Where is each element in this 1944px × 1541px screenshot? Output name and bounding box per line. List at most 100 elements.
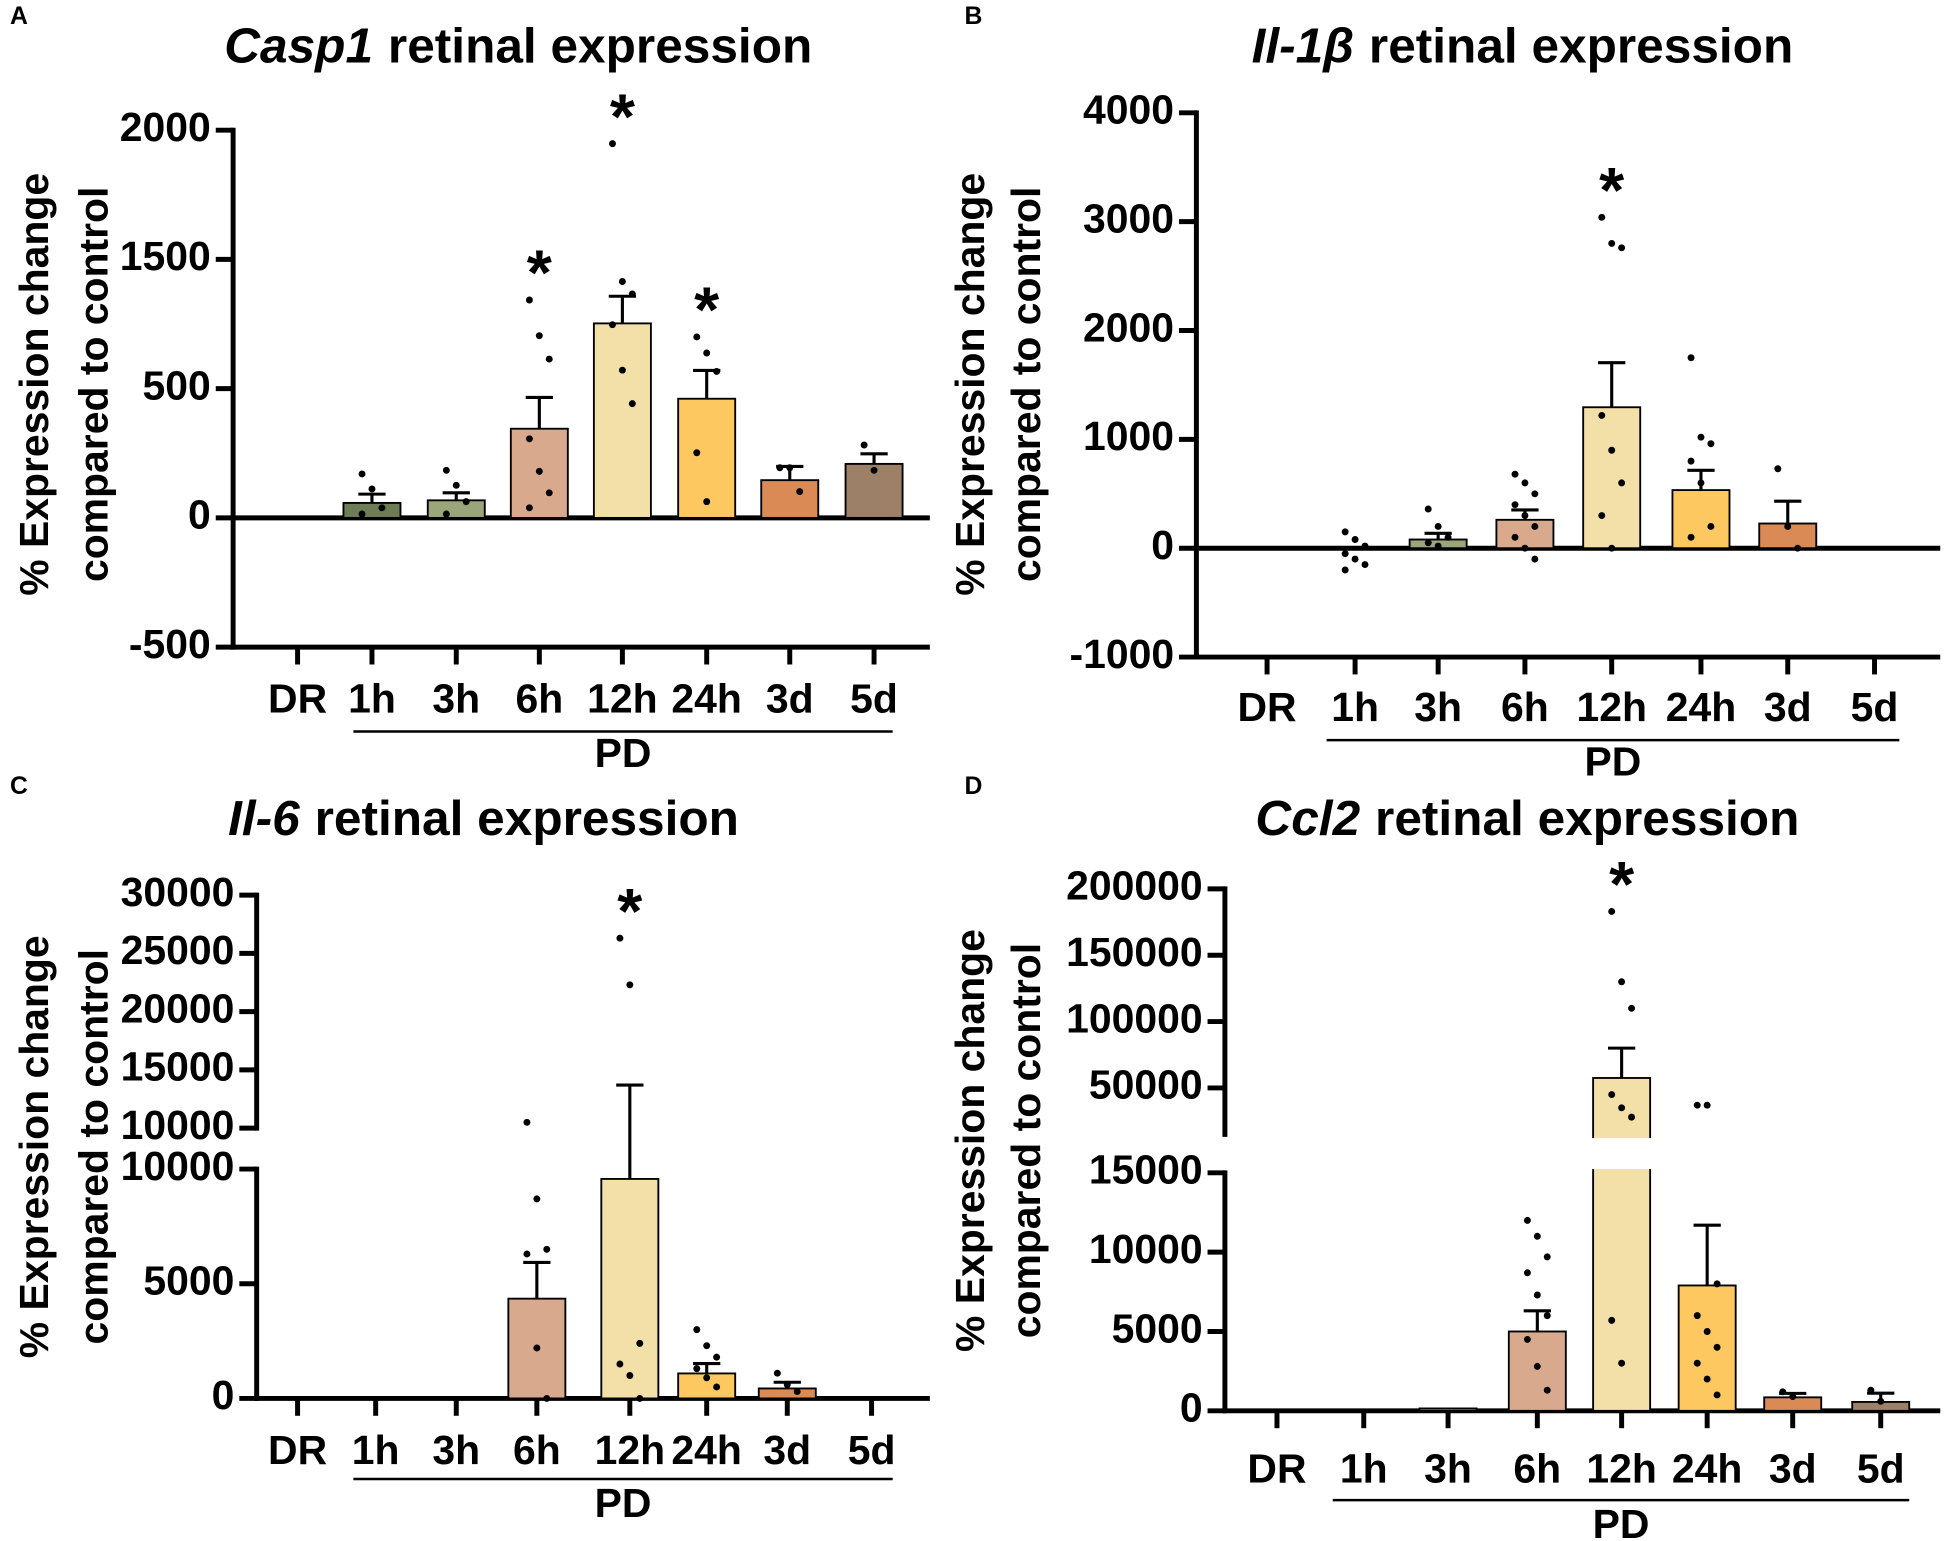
data-point <box>703 349 711 357</box>
data-point <box>703 498 711 506</box>
data-point <box>636 1339 644 1347</box>
y-tick-label: 10000 <box>121 1143 235 1189</box>
x-tick-label: 24h <box>671 1427 742 1473</box>
data-point <box>1351 555 1359 563</box>
data-point <box>1618 244 1626 252</box>
data-point <box>1511 470 1519 478</box>
y-tick-label: 5000 <box>1112 1305 1203 1351</box>
data-point <box>1424 539 1432 547</box>
title-text: retinal expression <box>1369 18 1793 74</box>
title-gene: Il-1β <box>1252 18 1354 74</box>
bar <box>760 479 820 519</box>
data-point <box>1531 555 1539 563</box>
data-point <box>1608 544 1616 552</box>
y-tick-label: 10000 <box>121 1102 235 1148</box>
data-point <box>703 1342 711 1350</box>
y-tick-label: 2000 <box>1083 304 1174 350</box>
x-tick-label: 3h <box>432 676 480 722</box>
data-point <box>452 481 460 489</box>
data-point <box>1693 1101 1701 1109</box>
bar <box>600 1178 660 1400</box>
data-point <box>358 510 366 518</box>
data-point <box>1521 544 1529 552</box>
panel-letter: D <box>965 773 983 800</box>
data-point <box>1697 479 1705 487</box>
x-tick-label: 1h <box>352 1427 400 1473</box>
significance-star: * <box>694 274 720 346</box>
x-tick-label: 1h <box>348 676 396 722</box>
data-point <box>1523 1269 1531 1277</box>
y-tick-label: 0 <box>1151 522 1174 568</box>
bar <box>1677 1284 1737 1412</box>
panel-letter: B <box>965 3 983 30</box>
x-tick-label: 3h <box>1424 1445 1472 1491</box>
bar <box>1334 1409 1394 1413</box>
data-point <box>1361 561 1369 569</box>
bar <box>757 1387 817 1400</box>
significance-star: * <box>1599 154 1625 226</box>
data-point <box>773 1369 781 1377</box>
data-point <box>783 1381 791 1389</box>
title-text: retinal expression <box>388 18 812 74</box>
data-point <box>545 489 553 497</box>
data-point <box>358 470 366 478</box>
y-tick-label: 0 <box>1180 1385 1203 1431</box>
x-tick-label: 1h <box>1331 684 1379 730</box>
y-tick-label: -1000 <box>1069 631 1174 677</box>
data-point <box>870 466 878 474</box>
x-tick-label: 12h <box>587 676 658 722</box>
data-point <box>693 449 701 457</box>
y-tick-label: -500 <box>129 621 211 667</box>
data-point <box>1707 522 1715 530</box>
bar <box>1592 1077 1652 1412</box>
x-tick-label: DR <box>268 676 327 722</box>
x-tick-label: 3h <box>432 1427 480 1473</box>
panel-letter: C <box>10 773 28 800</box>
data-point <box>1703 1375 1711 1383</box>
data-point <box>713 1353 721 1361</box>
x-tick-label: 6h <box>513 1427 561 1473</box>
y-tick-label: 25000 <box>121 927 235 973</box>
data-point <box>442 466 450 474</box>
chart-title: Il-6 retinal expression <box>228 790 739 846</box>
data-point <box>1687 457 1695 465</box>
data-point <box>1543 1386 1551 1394</box>
data-point <box>1533 1291 1541 1299</box>
data-point <box>1444 533 1452 541</box>
data-point <box>1341 566 1349 574</box>
data-point <box>1618 1359 1626 1367</box>
y-tick-label: 15000 <box>121 1044 235 1090</box>
data-point <box>1608 907 1616 915</box>
data-point <box>693 1326 701 1334</box>
x-tick-label: 5d <box>1851 684 1899 730</box>
y-axis-label: compared to control <box>1003 943 1049 1338</box>
data-point <box>786 464 794 472</box>
data-point <box>618 366 626 374</box>
significance-star: * <box>1609 848 1635 920</box>
x-tick-label: 3d <box>1769 1445 1817 1491</box>
data-point <box>523 1118 531 1126</box>
y-tick-label: 4000 <box>1083 87 1174 133</box>
data-point <box>368 485 376 493</box>
x-tick-label: 12h <box>1586 1445 1657 1491</box>
data-point <box>1361 542 1369 550</box>
data-point <box>1608 1316 1616 1324</box>
data-point <box>693 1365 701 1373</box>
data-point <box>616 934 624 942</box>
data-point <box>1618 479 1626 487</box>
data-point <box>1434 522 1442 530</box>
data-point <box>616 1360 624 1368</box>
bar <box>677 397 737 519</box>
x-tick-label: 6h <box>515 676 563 722</box>
y-tick-label: 20000 <box>121 985 235 1031</box>
data-point <box>1434 542 1442 550</box>
data-point <box>1618 1104 1626 1112</box>
title-gene: Casp1 <box>224 18 373 74</box>
x-tick-label: 5d <box>850 676 898 722</box>
data-point <box>1693 1359 1701 1367</box>
y-tick-label: 2000 <box>120 104 211 150</box>
data-point <box>1351 536 1359 543</box>
data-point <box>1511 501 1519 509</box>
x-tick-label: 24h <box>671 676 742 722</box>
